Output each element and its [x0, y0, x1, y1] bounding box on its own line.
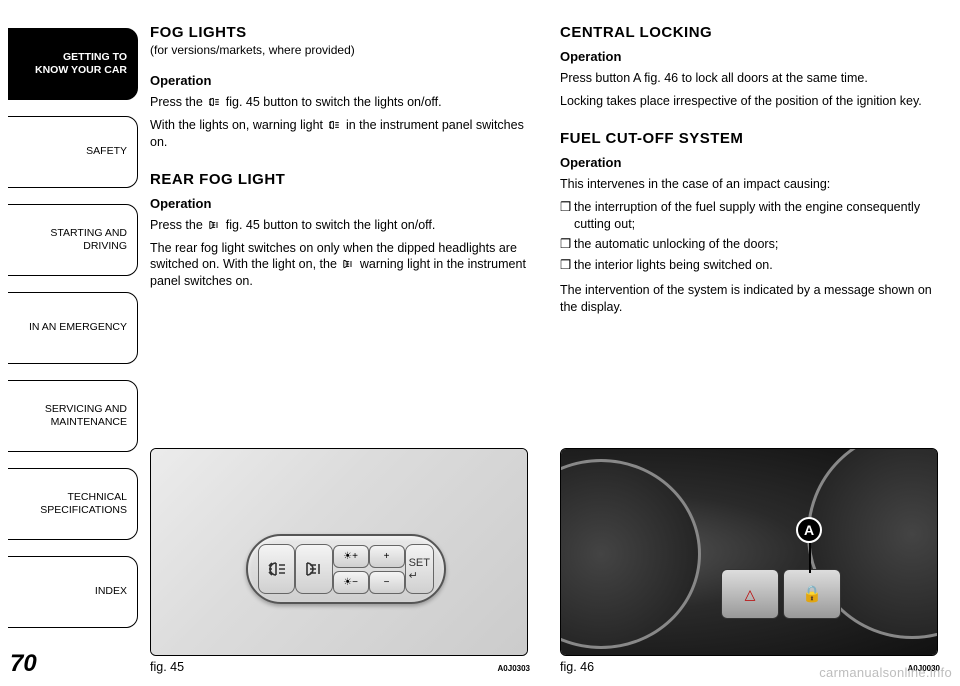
para-cutoff-display: The intervention of the system is indica…: [560, 282, 940, 316]
text: Press the: [150, 218, 206, 232]
front-fog-button: [258, 544, 295, 594]
figure-46-image: △ 🔒 A: [560, 448, 938, 656]
tab-getting-to-know[interactable]: GETTING TOKNOW YOUR CAR: [8, 28, 138, 100]
para-rearfog-warning: The rear fog light switches on only when…: [150, 240, 530, 291]
figure-45-label: fig. 45: [150, 660, 184, 674]
para-rearfog-press: Press the fig. 45 button to switch the l…: [150, 217, 530, 234]
para-lock-press: Press button A fig. 46 to lock all doors…: [560, 70, 940, 87]
hazard-button: △: [721, 569, 779, 619]
bullet-item: ❒ the interruption of the fuel supply wi…: [560, 199, 940, 233]
subheading-operation-1: Operation: [150, 73, 530, 88]
set-button: SET↵: [405, 544, 434, 594]
bullet-text: the interruption of the fuel supply with…: [574, 199, 940, 233]
figure-45-image: ☀+ ☀− + − SET↵: [150, 448, 528, 656]
para-fog-warning: With the lights on, warning light in the…: [150, 117, 530, 151]
tab-safety[interactable]: SAFETY: [8, 116, 138, 188]
tab-starting-driving[interactable]: STARTING ANDDRIVING: [8, 204, 138, 276]
callout-a: A: [796, 517, 822, 543]
heading-fog-lights: FOG LIGHTS: [150, 24, 530, 41]
para-cutoff-intro: This intervenes in the case of an impact…: [560, 176, 940, 193]
tab-servicing[interactable]: SERVICING ANDMAINTENANCE: [8, 380, 138, 452]
bullet-item: ❒ the interior lights being switched on.: [560, 257, 940, 274]
dimmer-down-button: ☀−: [333, 571, 369, 594]
rear-fog-button: [295, 544, 332, 594]
right-column: CENTRAL LOCKING Operation Press button A…: [560, 24, 940, 674]
rear-fog-icon: [206, 219, 222, 231]
figure-46-label: fig. 46: [560, 660, 594, 674]
tab-label: GETTING TOKNOW YOUR CAR: [35, 51, 127, 77]
front-fog-icon: [326, 119, 342, 131]
bullet-glyph: ❒: [560, 257, 574, 274]
text: Press the: [150, 95, 206, 109]
minus-button: −: [369, 571, 405, 594]
tab-label: SERVICING ANDMAINTENANCE: [45, 403, 127, 429]
page-number: 70: [10, 650, 37, 678]
figure-46: △ 🔒 A fig. 46 A0J0030: [560, 448, 940, 674]
subheading-operation-3: Operation: [560, 49, 940, 64]
heading-rear-fog: REAR FOG LIGHT: [150, 171, 530, 188]
lock-button: 🔒: [783, 569, 841, 619]
bullet-glyph: ❒: [560, 199, 574, 233]
dimmer-up-button: ☀+: [333, 545, 369, 568]
tab-tech-specs[interactable]: TECHNICALSPECIFICATIONS: [8, 468, 138, 540]
bullet-item: ❒ the automatic unlocking of the doors;: [560, 236, 940, 253]
tab-label: TECHNICALSPECIFICATIONS: [40, 491, 127, 517]
tab-emergency[interactable]: IN AN EMERGENCY: [8, 292, 138, 364]
left-column: FOG LIGHTS (for versions/markets, where …: [150, 24, 530, 674]
heading-fuel-cutoff: FUEL CUT-OFF SYSTEM: [560, 130, 940, 147]
plus-button: +: [369, 545, 405, 568]
tab-label: SAFETY: [86, 145, 127, 158]
para-fog-press: Press the fig. 45 button to switch the l…: [150, 94, 530, 111]
para-lock-key: Locking takes place irrespective of the …: [560, 93, 940, 110]
rear-fog-icon: [340, 258, 356, 270]
page-content: FOG LIGHTS (for versions/markets, where …: [150, 24, 940, 674]
figure-45-code: A0J0303: [498, 664, 530, 673]
subheading-operation-2: Operation: [150, 196, 530, 211]
tab-index[interactable]: INDEX: [8, 556, 138, 628]
note-versions: (for versions/markets, where provided): [150, 43, 530, 57]
tab-label: INDEX: [95, 585, 127, 598]
tab-label: IN AN EMERGENCY: [29, 321, 127, 334]
text: fig. 45 button to switch the lights on/o…: [222, 95, 441, 109]
figure-45: ☀+ ☀− + − SET↵ fig. 45 A0J0303: [150, 448, 530, 674]
bullet-text: the automatic unlocking of the doors;: [574, 236, 778, 253]
tab-label: STARTING ANDDRIVING: [50, 227, 127, 253]
subheading-operation-4: Operation: [560, 155, 940, 170]
watermark: carmanualsonline.info: [819, 665, 952, 680]
bullet-text: the interior lights being switched on.: [574, 257, 773, 274]
front-fog-icon: [206, 96, 222, 108]
sidebar-nav: GETTING TOKNOW YOUR CAR SAFETY STARTING …: [0, 0, 140, 686]
text: fig. 45 button to switch the light on/of…: [222, 218, 435, 232]
text: With the lights on, warning light: [150, 118, 326, 132]
switch-panel: ☀+ ☀− + − SET↵: [246, 534, 446, 604]
heading-central-locking: CENTRAL LOCKING: [560, 24, 940, 41]
bullet-glyph: ❒: [560, 236, 574, 253]
